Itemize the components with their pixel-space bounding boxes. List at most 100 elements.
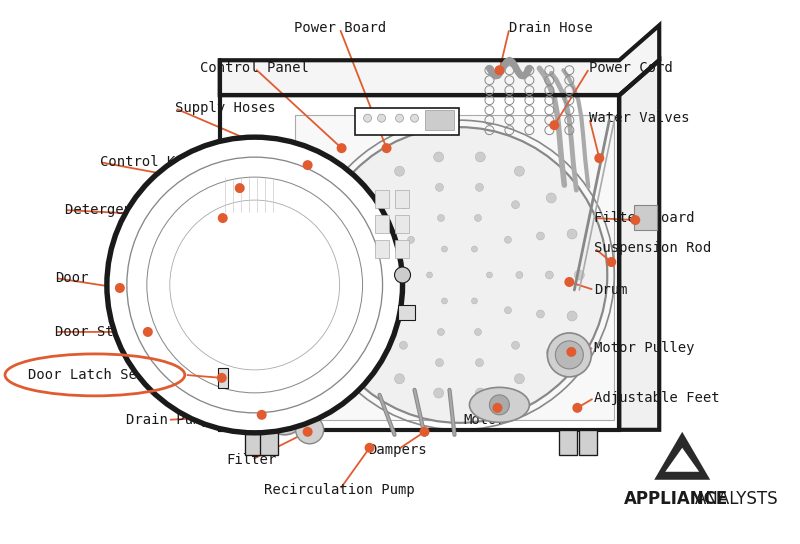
Circle shape <box>505 307 511 314</box>
Polygon shape <box>260 430 278 455</box>
Circle shape <box>442 298 447 304</box>
Circle shape <box>630 215 640 225</box>
Text: Door: Door <box>55 271 89 285</box>
Circle shape <box>471 246 478 252</box>
Polygon shape <box>374 215 389 233</box>
Polygon shape <box>425 110 454 130</box>
Polygon shape <box>559 430 578 455</box>
Circle shape <box>257 410 266 420</box>
Circle shape <box>265 395 305 435</box>
Circle shape <box>410 114 418 122</box>
Circle shape <box>514 374 524 384</box>
Circle shape <box>434 152 444 162</box>
Polygon shape <box>354 108 459 135</box>
Text: Door Strike: Door Strike <box>55 325 147 339</box>
Polygon shape <box>634 205 658 230</box>
Text: Filter: Filter <box>226 453 277 467</box>
Polygon shape <box>619 60 659 430</box>
Circle shape <box>475 152 486 162</box>
Circle shape <box>434 388 444 398</box>
Circle shape <box>550 120 559 130</box>
Circle shape <box>362 347 373 357</box>
Circle shape <box>394 166 405 176</box>
Text: Dampers: Dampers <box>368 443 427 457</box>
Circle shape <box>362 193 373 203</box>
Circle shape <box>366 271 374 279</box>
Circle shape <box>396 271 403 279</box>
Circle shape <box>594 153 604 163</box>
Text: Control Panel: Control Panel <box>200 61 309 75</box>
Circle shape <box>474 214 482 221</box>
Circle shape <box>546 271 554 279</box>
Text: Detergent Drawer: Detergent Drawer <box>65 203 199 217</box>
Polygon shape <box>394 240 409 258</box>
Circle shape <box>342 311 352 321</box>
Circle shape <box>564 277 574 287</box>
Circle shape <box>143 327 153 337</box>
Circle shape <box>438 329 445 336</box>
Circle shape <box>407 236 414 243</box>
Circle shape <box>365 443 374 453</box>
Text: Power Board: Power Board <box>294 21 386 35</box>
Polygon shape <box>394 190 409 208</box>
Text: Motor Pulley: Motor Pulley <box>594 341 695 355</box>
Circle shape <box>516 271 523 279</box>
Circle shape <box>555 341 583 369</box>
Text: Motor: Motor <box>463 413 506 427</box>
Ellipse shape <box>470 387 530 422</box>
Polygon shape <box>374 190 389 208</box>
Circle shape <box>537 310 545 318</box>
Circle shape <box>435 183 443 191</box>
Circle shape <box>302 427 313 437</box>
Polygon shape <box>220 175 274 215</box>
Circle shape <box>115 283 125 293</box>
Circle shape <box>407 307 414 314</box>
Polygon shape <box>220 25 659 95</box>
Circle shape <box>296 416 324 444</box>
Text: Drain Pump: Drain Pump <box>126 413 210 427</box>
Text: Adjustable Feet: Adjustable Feet <box>594 391 720 405</box>
Circle shape <box>567 229 577 239</box>
Circle shape <box>342 229 352 239</box>
Circle shape <box>511 341 519 349</box>
Polygon shape <box>218 368 228 388</box>
Polygon shape <box>245 430 262 455</box>
Circle shape <box>337 143 346 153</box>
Text: Recirculation Pump: Recirculation Pump <box>264 483 415 497</box>
Circle shape <box>572 403 582 413</box>
Circle shape <box>438 214 445 221</box>
Circle shape <box>574 270 584 280</box>
Circle shape <box>546 347 556 357</box>
Circle shape <box>486 272 493 278</box>
Circle shape <box>394 267 410 283</box>
Circle shape <box>546 193 556 203</box>
Circle shape <box>547 333 591 377</box>
Text: Suspension Rod: Suspension Rod <box>594 241 711 255</box>
Circle shape <box>234 183 245 193</box>
Circle shape <box>419 427 430 437</box>
Text: Drum: Drum <box>594 283 628 297</box>
Circle shape <box>399 201 407 209</box>
Circle shape <box>475 183 483 191</box>
Polygon shape <box>666 448 699 472</box>
Text: ANALYSTS: ANALYSTS <box>694 490 778 508</box>
Polygon shape <box>579 430 598 455</box>
Circle shape <box>505 236 511 243</box>
Circle shape <box>475 388 486 398</box>
Circle shape <box>442 246 447 252</box>
Circle shape <box>490 395 510 415</box>
Circle shape <box>312 127 607 423</box>
Circle shape <box>217 373 226 383</box>
Text: Drain Hose: Drain Hose <box>510 21 593 35</box>
Circle shape <box>471 298 478 304</box>
Polygon shape <box>374 240 389 258</box>
Circle shape <box>302 160 313 170</box>
Polygon shape <box>220 60 659 430</box>
Circle shape <box>537 232 545 240</box>
Text: Door Latch Sensor: Door Latch Sensor <box>28 368 170 382</box>
Text: Filter Board: Filter Board <box>594 211 695 225</box>
Circle shape <box>474 329 482 336</box>
Circle shape <box>363 114 371 122</box>
Circle shape <box>567 311 577 321</box>
Circle shape <box>378 114 386 122</box>
